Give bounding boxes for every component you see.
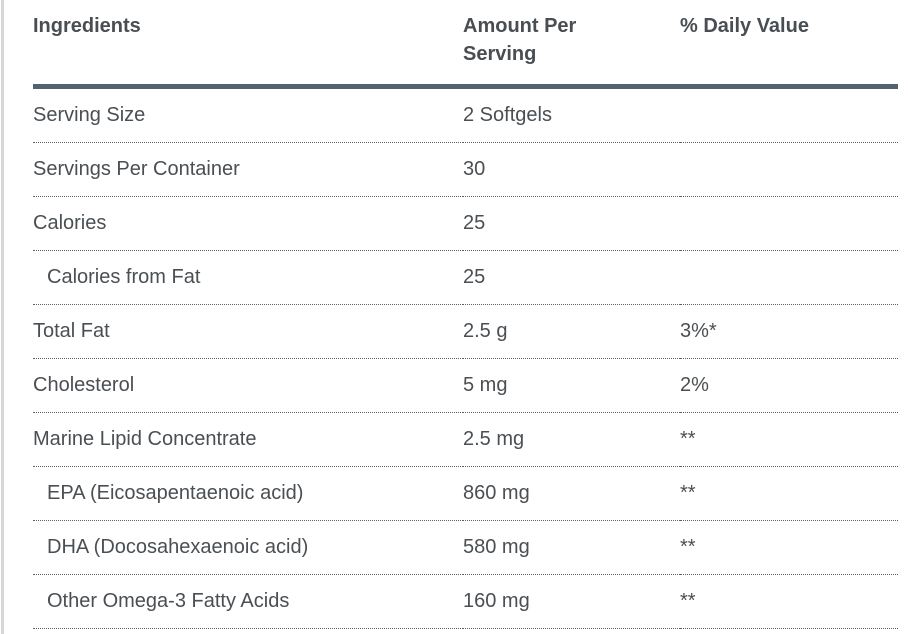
daily-value-cell: ** bbox=[680, 574, 898, 629]
column-header-amount-per-serving: Amount Per Serving bbox=[463, 0, 680, 89]
daily-value-cell bbox=[680, 142, 898, 197]
ingredient-cell: Other Omega-3 Fatty Acids bbox=[33, 574, 463, 629]
ingredient-cell: Calories from Fat bbox=[33, 250, 463, 305]
amount-cell: 860 mg bbox=[463, 466, 680, 521]
ingredient-cell: EPA (Eicosapentaenoic acid) bbox=[33, 466, 463, 521]
amount-cell: 5 mg bbox=[463, 358, 680, 413]
daily-value-cell: 3%* bbox=[680, 304, 898, 359]
table-body: Serving Size 2 Softgels Servings Per Con… bbox=[33, 86, 898, 629]
amount-cell: 25 bbox=[463, 196, 680, 251]
table-row: Serving Size 2 Softgels bbox=[33, 86, 898, 143]
ingredient-cell: Total Fat bbox=[33, 304, 463, 359]
amount-cell: 30 bbox=[463, 142, 680, 197]
amount-cell: 2 Softgels bbox=[463, 86, 680, 143]
table-row: Other Omega-3 Fatty Acids 160 mg ** bbox=[33, 574, 898, 629]
daily-value-cell: ** bbox=[680, 412, 898, 467]
amount-cell: 2.5 mg bbox=[463, 412, 680, 467]
daily-value-cell: ** bbox=[680, 520, 898, 575]
table-row: Servings Per Container 30 bbox=[33, 142, 898, 197]
daily-value-cell bbox=[680, 86, 898, 143]
column-header-daily-value: % Daily Value bbox=[680, 0, 898, 89]
ingredient-cell: DHA (Docosahexaenoic acid) bbox=[33, 520, 463, 575]
ingredient-cell: Serving Size bbox=[33, 86, 463, 143]
column-header-ingredients: Ingredients bbox=[33, 0, 463, 89]
daily-value-cell: 2% bbox=[680, 358, 898, 413]
table-row: DHA (Docosahexaenoic acid) 580 mg ** bbox=[33, 520, 898, 575]
ingredient-cell: Calories bbox=[33, 196, 463, 251]
amount-cell: 160 mg bbox=[463, 574, 680, 629]
table-row: Marine Lipid Concentrate 2.5 mg ** bbox=[33, 412, 898, 467]
amount-cell: 2.5 g bbox=[463, 304, 680, 359]
table-row: Cholesterol 5 mg 2% bbox=[33, 358, 898, 413]
table-header: Ingredients Amount Per Serving % Daily V… bbox=[33, 0, 898, 89]
column-header-daily-value-label: % Daily Value bbox=[680, 15, 809, 37]
daily-value-cell: ** bbox=[680, 466, 898, 521]
daily-value-cell bbox=[680, 250, 898, 305]
daily-value-cell bbox=[680, 196, 898, 251]
ingredient-cell: Cholesterol bbox=[33, 358, 463, 413]
column-header-amount-per-serving-label: Amount Per Serving bbox=[463, 15, 577, 65]
supplement-facts-table: Ingredients Amount Per Serving % Daily V… bbox=[33, 0, 898, 629]
header-row: Ingredients Amount Per Serving % Daily V… bbox=[33, 0, 898, 89]
column-header-ingredients-label: Ingredients bbox=[33, 15, 141, 37]
table-row: Calories from Fat 25 bbox=[33, 250, 898, 305]
ingredient-cell: Servings Per Container bbox=[33, 142, 463, 197]
page-left-edge bbox=[1, 0, 4, 634]
amount-cell: 25 bbox=[463, 250, 680, 305]
ingredient-cell: Marine Lipid Concentrate bbox=[33, 412, 463, 467]
table-row: Total Fat 2.5 g 3%* bbox=[33, 304, 898, 359]
amount-cell: 580 mg bbox=[463, 520, 680, 575]
table-row: Calories 25 bbox=[33, 196, 898, 251]
table-row: EPA (Eicosapentaenoic acid) 860 mg ** bbox=[33, 466, 898, 521]
